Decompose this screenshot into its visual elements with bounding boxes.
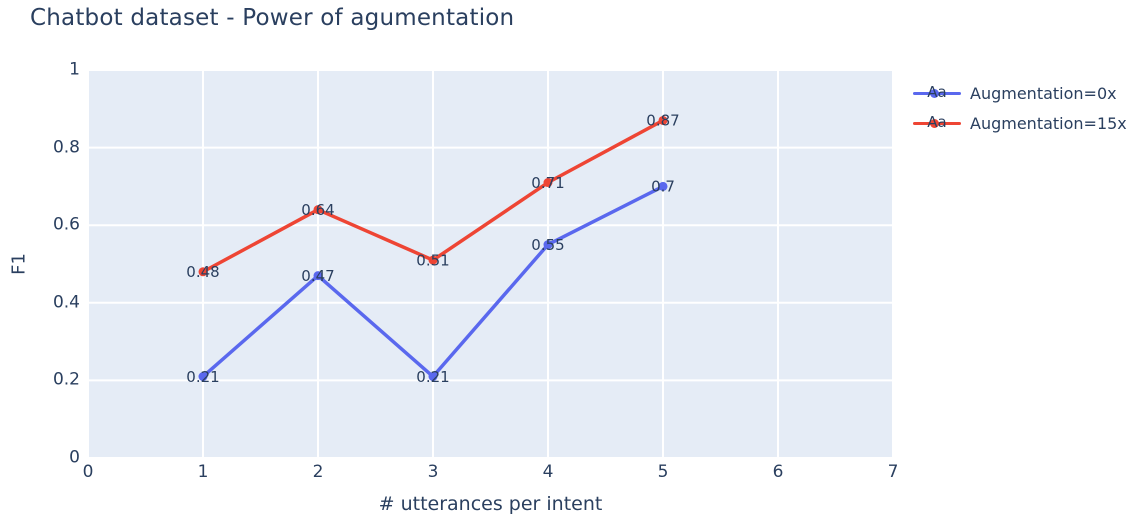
data-point-label-augmentation-15x: 0.48 <box>186 263 219 281</box>
data-point-augmentation-0x[interactable] <box>658 181 668 191</box>
x-tick-label: 6 <box>772 462 784 482</box>
data-point-label-augmentation-15x: 0.51 <box>416 251 449 269</box>
data-point-label-augmentation-0x: 0.7 <box>651 178 675 196</box>
data-point-label-augmentation-15x: 0.87 <box>646 112 679 130</box>
x-tick-label: 1 <box>197 462 209 482</box>
x-tick-label: 3 <box>427 462 439 482</box>
data-point-augmentation-15x[interactable] <box>428 255 438 265</box>
legend-label-augmentation-15x: Augmentation=15x <box>970 113 1127 133</box>
chart-title: Chatbot dataset - Power of agumentation <box>30 5 515 31</box>
data-point-augmentation-0x[interactable] <box>198 372 208 382</box>
y-axis-title: F1 <box>8 253 30 275</box>
legend-sample-augmentation-15x: Aa <box>913 114 961 132</box>
data-point-label-augmentation-15x: 0.71 <box>531 174 564 192</box>
y-tick-label: 0 <box>69 447 80 468</box>
y-tick-label: 0.4 <box>52 292 80 313</box>
data-point-augmentation-15x[interactable] <box>198 267 208 277</box>
y-tick-label: 0.6 <box>52 214 80 235</box>
legend-marker-dot <box>930 88 939 98</box>
data-point-augmentation-15x[interactable] <box>543 178 553 188</box>
data-point-label-augmentation-0x: 0.55 <box>531 236 564 254</box>
x-tick-label: 7 <box>887 462 899 482</box>
legend-text-sample: Aa <box>927 83 947 102</box>
data-point-label-augmentation-15x: 0.64 <box>301 201 334 219</box>
data-point-augmentation-15x[interactable] <box>313 205 323 215</box>
data-point-augmentation-0x[interactable] <box>543 240 553 250</box>
y-tick-label: 0.2 <box>52 369 80 390</box>
data-point-augmentation-0x[interactable] <box>428 372 438 382</box>
data-point-label-augmentation-0x: 0.47 <box>301 267 334 285</box>
plot-area[interactable]: 0.21 0.47 0.21 0.55 0.7 0.48 0.64 0.51 0.71 0.87 <box>88 70 893 458</box>
x-tick-label: 0 <box>82 462 94 482</box>
legend-sample-augmentation-0x: Aa <box>913 84 961 102</box>
data-point-label-augmentation-0x: 0.21 <box>416 368 449 386</box>
x-tick-label: 2 <box>312 462 324 482</box>
x-tick-label: 5 <box>657 462 669 482</box>
legend-text-sample: Aa <box>927 113 947 132</box>
data-point-label-augmentation-0x: 0.21 <box>186 368 219 386</box>
y-tick-label: 0.8 <box>52 137 80 158</box>
data-point-augmentation-0x[interactable] <box>313 271 323 281</box>
plot-canvas: 0.21 0.47 0.21 0.55 0.7 0.48 0.64 0.51 0.71 0.87 <box>88 70 893 458</box>
legend-item-augmentation-15x[interactable]: Aa Augmentation=15x <box>913 108 1127 138</box>
legend-marker-dot <box>930 118 939 128</box>
legend-label-augmentation-0x: Augmentation=0x <box>970 83 1117 103</box>
y-tick-label: 1 <box>69 59 80 80</box>
legend: Aa Augmentation=0x Aa Augmentation=15x <box>913 78 1127 138</box>
x-axis-title: # utterances per intent <box>378 493 603 515</box>
data-point-augmentation-15x[interactable] <box>658 115 668 125</box>
plot-background <box>88 70 893 458</box>
x-tick-label: 4 <box>542 462 554 482</box>
legend-item-augmentation-0x[interactable]: Aa Augmentation=0x <box>913 78 1127 108</box>
